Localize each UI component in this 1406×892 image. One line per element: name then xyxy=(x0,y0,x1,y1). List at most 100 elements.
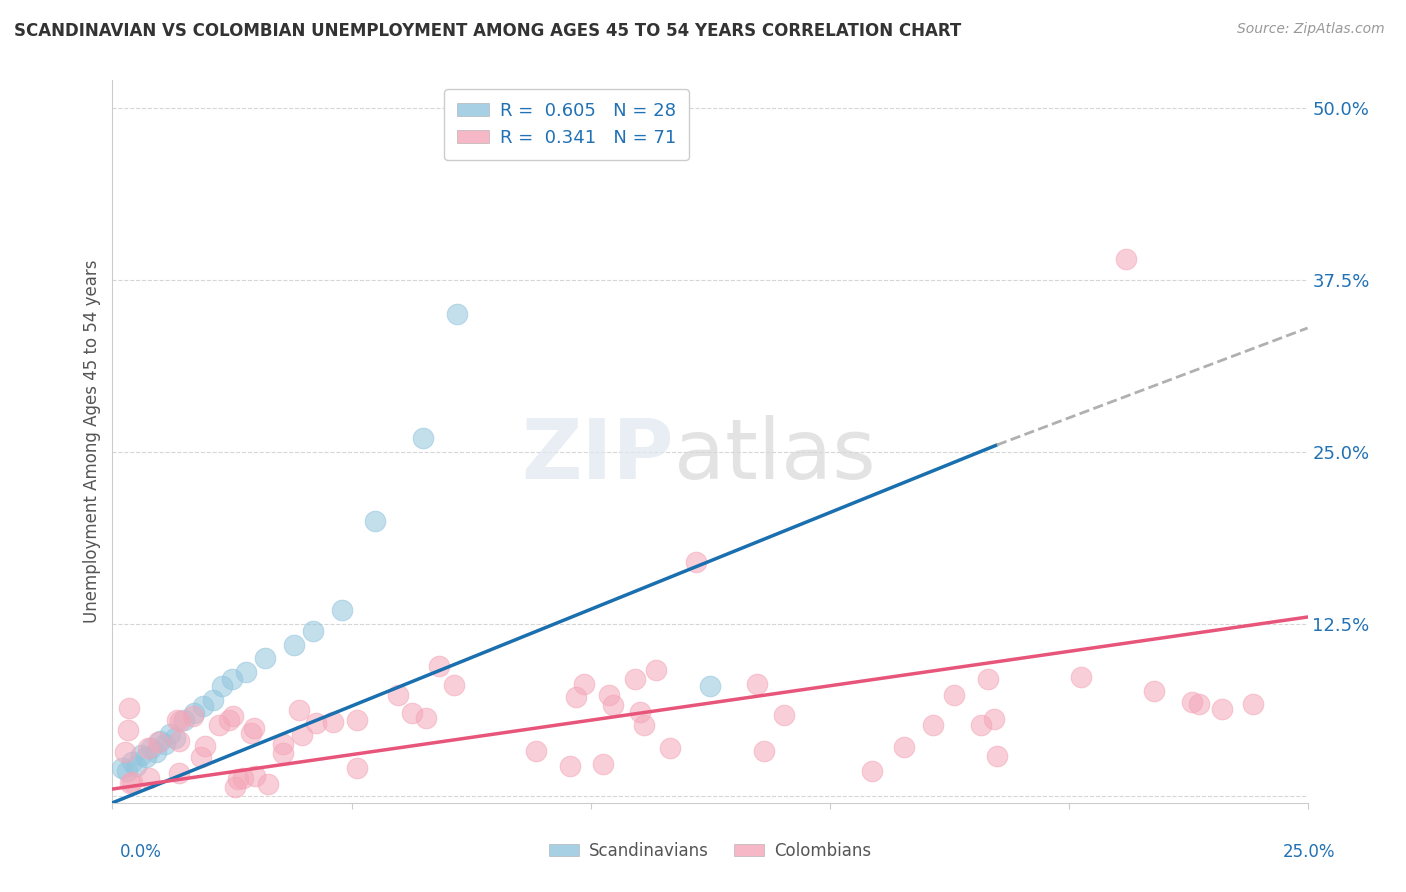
Point xyxy=(173,713,195,727)
Point xyxy=(427,659,450,673)
Point xyxy=(190,749,212,764)
Point xyxy=(166,713,188,727)
Point xyxy=(645,663,668,677)
Point xyxy=(860,764,883,779)
Point xyxy=(943,688,966,702)
Point xyxy=(146,735,169,749)
Point xyxy=(221,672,243,686)
Point xyxy=(592,756,614,771)
Point xyxy=(1241,697,1264,711)
Point xyxy=(224,780,246,794)
Point xyxy=(747,676,769,690)
Point xyxy=(773,707,796,722)
Point xyxy=(387,688,409,702)
Point xyxy=(114,745,136,759)
Point xyxy=(138,771,160,785)
Point xyxy=(443,677,465,691)
Text: Source: ZipAtlas.com: Source: ZipAtlas.com xyxy=(1237,22,1385,37)
Point xyxy=(330,603,353,617)
Point xyxy=(415,711,437,725)
Point xyxy=(129,747,152,762)
Point xyxy=(169,714,191,728)
Point xyxy=(572,676,595,690)
Point xyxy=(193,699,215,714)
Point xyxy=(271,746,294,760)
Point xyxy=(1115,252,1137,267)
Point xyxy=(401,706,423,720)
Point xyxy=(167,765,190,780)
Point xyxy=(181,708,204,723)
Point xyxy=(598,688,620,702)
Point xyxy=(412,431,434,445)
Point xyxy=(658,741,681,756)
Point xyxy=(1188,698,1211,712)
Point xyxy=(245,769,267,783)
Point xyxy=(893,740,915,755)
Point xyxy=(145,745,167,759)
Point xyxy=(232,771,254,785)
Point xyxy=(624,673,647,687)
Point xyxy=(167,734,190,748)
Point xyxy=(257,776,280,790)
Point xyxy=(121,755,143,769)
Point xyxy=(211,679,233,693)
Point xyxy=(149,734,172,748)
Point xyxy=(983,713,1005,727)
Point xyxy=(1070,670,1092,684)
Point xyxy=(118,776,141,790)
Point xyxy=(118,700,141,714)
Point xyxy=(1143,684,1166,698)
Point xyxy=(218,714,240,728)
Point xyxy=(517,114,540,128)
Point xyxy=(159,727,181,741)
Point xyxy=(254,651,277,665)
Text: 25.0%: 25.0% xyxy=(1284,843,1336,861)
Point xyxy=(565,690,588,704)
Point xyxy=(201,692,224,706)
Point xyxy=(524,744,547,758)
Point xyxy=(302,624,325,638)
Point xyxy=(117,723,139,737)
Point xyxy=(125,758,148,772)
Y-axis label: Unemployment Among Ages 45 to 54 years: Unemployment Among Ages 45 to 54 years xyxy=(83,260,101,624)
Point xyxy=(243,721,266,735)
Point xyxy=(364,514,387,528)
Point xyxy=(986,748,1008,763)
Point xyxy=(121,775,143,789)
Point xyxy=(208,718,231,732)
Point xyxy=(163,731,186,745)
Point xyxy=(602,698,624,712)
Text: 0.0%: 0.0% xyxy=(120,843,162,861)
Text: ZIP: ZIP xyxy=(522,416,675,497)
Point xyxy=(346,761,368,775)
Point xyxy=(139,740,162,755)
Point xyxy=(922,718,945,732)
Point xyxy=(136,741,159,756)
Point xyxy=(194,739,217,753)
Point xyxy=(633,718,655,732)
Point xyxy=(1211,702,1233,716)
Point xyxy=(115,764,138,779)
Point xyxy=(699,679,721,693)
Point xyxy=(291,728,314,742)
Text: SCANDINAVIAN VS COLOMBIAN UNEMPLOYMENT AMONG AGES 45 TO 54 YEARS CORRELATION CHA: SCANDINAVIAN VS COLOMBIAN UNEMPLOYMENT A… xyxy=(14,22,962,40)
Point xyxy=(628,705,651,719)
Point xyxy=(283,638,305,652)
Legend: Scandinavians, Colombians: Scandinavians, Colombians xyxy=(543,836,877,867)
Point xyxy=(135,750,157,764)
Point xyxy=(288,703,311,717)
Point xyxy=(322,714,344,729)
Point xyxy=(685,555,707,569)
Point xyxy=(346,714,368,728)
Point xyxy=(1181,695,1204,709)
Text: atlas: atlas xyxy=(675,416,876,497)
Point xyxy=(153,737,176,751)
Point xyxy=(183,706,205,721)
Point xyxy=(228,772,250,787)
Point xyxy=(222,708,245,723)
Point xyxy=(976,673,998,687)
Point xyxy=(752,744,775,758)
Point xyxy=(240,726,263,740)
Point xyxy=(111,761,134,775)
Point xyxy=(305,716,328,731)
